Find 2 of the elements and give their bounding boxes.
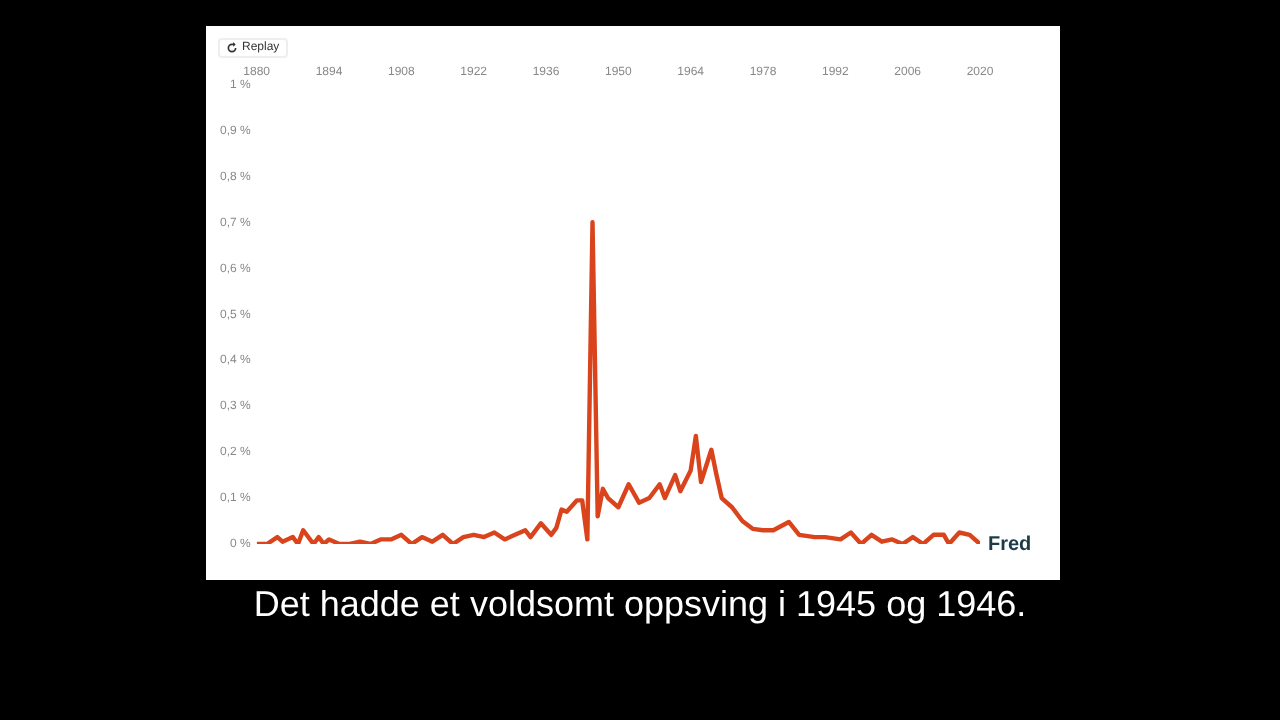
- series-label: Fred: [988, 533, 1032, 556]
- text: Det hadde et voldsomt oppsving i 1945 og 1946.: [251, 584, 1029, 626]
